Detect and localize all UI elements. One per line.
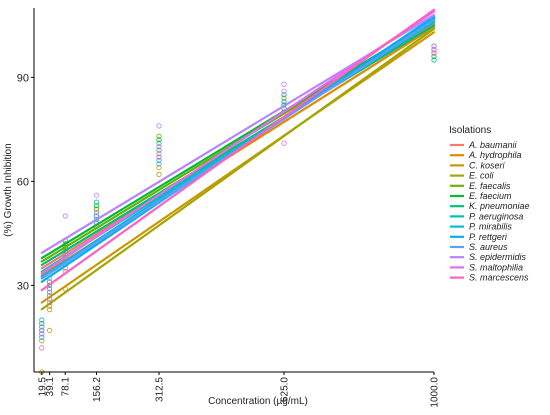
- data-point: [156, 140, 162, 146]
- x-tick-label: 156.2: [92, 377, 103, 402]
- legend-item: E. faecalis: [450, 181, 511, 191]
- data-point: [431, 46, 437, 53]
- regression-line: [40, 27, 436, 311]
- legend-label: E. coli: [469, 171, 495, 181]
- data-point: [156, 133, 162, 139]
- data-point: [93, 199, 100, 205]
- legend-item: C. koseri: [450, 160, 506, 170]
- data-point: [281, 92, 287, 98]
- data-point: [281, 81, 287, 87]
- legend-item: E. faecium: [450, 191, 512, 201]
- data-point: [156, 144, 162, 150]
- data-point: [431, 43, 437, 49]
- data-point: [47, 289, 53, 295]
- legend-label: E. faecium: [469, 191, 512, 201]
- data-point: [281, 95, 287, 101]
- legend-label: P. mirabilis: [469, 222, 512, 232]
- legend-label: S. epidermidis: [469, 252, 527, 262]
- x-tick-label: 19.5: [37, 377, 48, 397]
- axes: [33, 8, 434, 373]
- data-point: [93, 209, 100, 216]
- x-tick-label: 312.5: [155, 377, 166, 402]
- data-point: [39, 324, 45, 330]
- tick-marks: 30 60 90 19.539.1 78.1 156.2 312.5 625.0 1000.0: [17, 72, 441, 407]
- data-point: [156, 164, 162, 171]
- data-point: [47, 306, 53, 313]
- legend-item: S. marcescens: [450, 273, 529, 283]
- x-axis-title: Concentration (µg/mL): [208, 396, 308, 407]
- data-point: [156, 154, 162, 160]
- legend-label: S. aureus: [469, 242, 508, 252]
- y-tick-label: 90: [17, 72, 29, 84]
- legend-item: A. hydrophila: [450, 150, 522, 160]
- legend-label: A. baumanii: [468, 140, 518, 150]
- legend-item: P. rettgeri: [450, 232, 508, 242]
- legend-item: S. aureus: [450, 242, 508, 252]
- legend-label: C. koseri: [469, 160, 506, 170]
- data-point: [93, 213, 100, 219]
- data-point: [47, 327, 53, 333]
- data-point: [156, 137, 162, 143]
- regression-lines: [40, 8, 436, 311]
- data-point: [93, 192, 100, 198]
- legend-item: A. baumanii: [450, 140, 518, 150]
- x-tick-label: 78.1: [61, 377, 72, 397]
- legend-label: E. faecalis: [469, 181, 511, 191]
- legend-item: P. mirabilis: [450, 222, 512, 232]
- legend-item: E. coli: [450, 171, 495, 181]
- legend-item: S. epidermidis: [450, 252, 527, 262]
- regression-line: [40, 31, 436, 304]
- data-point: [156, 147, 162, 153]
- legend-item: S. maltophilia: [450, 262, 523, 272]
- regression-line: [40, 8, 436, 292]
- data-point: [281, 140, 287, 146]
- data-point: [39, 331, 45, 337]
- data-point: [39, 327, 45, 333]
- data-points: [39, 43, 437, 375]
- x-tick-label: 625.0: [280, 377, 291, 402]
- y-axis-title: (%) Growth Inhibition: [3, 143, 14, 236]
- data-point: [39, 334, 45, 340]
- regression-line: [40, 24, 436, 267]
- data-point: [281, 99, 287, 105]
- data-point: [93, 206, 100, 212]
- data-point: [156, 171, 162, 177]
- data-point: [39, 320, 45, 327]
- data-point: [281, 88, 287, 94]
- x-tick-label: 1000.0: [430, 377, 441, 408]
- x-tick-label: 39.1: [45, 377, 56, 397]
- data-point: [431, 53, 437, 60]
- data-point: [39, 317, 45, 323]
- legend-label: P. rettgeri: [469, 232, 508, 242]
- data-point: [156, 157, 162, 164]
- legend-label: S. marcescens: [469, 273, 529, 283]
- y-tick-label: 60: [17, 176, 29, 188]
- legend-title: Isolations: [449, 125, 491, 136]
- data-point: [93, 203, 100, 209]
- y-tick-label: 30: [17, 280, 29, 292]
- data-point: [156, 161, 162, 167]
- legend-item: P. aeruginosa: [450, 211, 523, 221]
- data-point: [431, 57, 437, 63]
- data-point: [39, 345, 45, 351]
- data-point: [62, 213, 68, 219]
- data-point: [47, 286, 53, 292]
- legend-label: K. pneumoniae: [469, 201, 530, 211]
- legend-label: S. maltophilia: [469, 262, 523, 272]
- regression-line: [40, 10, 436, 275]
- legend-label: A. hydrophila: [468, 150, 522, 160]
- legend-item: K. pneumoniae: [450, 201, 530, 211]
- data-point: [156, 123, 162, 129]
- data-point: [431, 50, 437, 56]
- legend-label: P. aeruginosa: [469, 211, 523, 221]
- data-point: [156, 151, 162, 157]
- data-point: [39, 338, 45, 344]
